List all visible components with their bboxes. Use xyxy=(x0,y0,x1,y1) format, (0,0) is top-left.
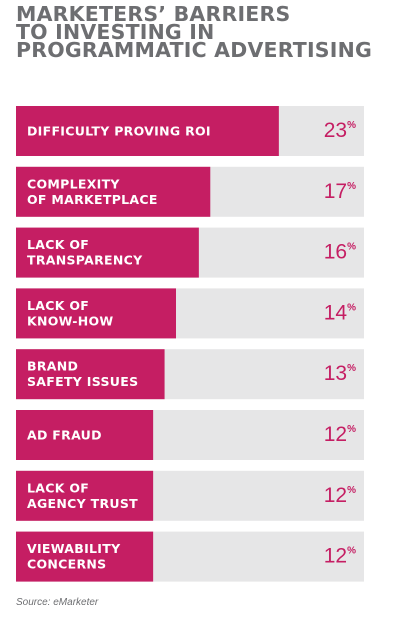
bar-value-percent: % xyxy=(347,546,356,557)
bar-value-number: 12 xyxy=(324,484,347,507)
bar-value-number: 13 xyxy=(324,362,347,385)
bar xyxy=(16,349,165,400)
bar-row: BRAND SAFETY ISSUES 13% xyxy=(16,349,364,400)
bar-value-percent: % xyxy=(347,242,356,253)
bar-label: DIFFICULTY PROVING ROI xyxy=(27,124,211,139)
bar xyxy=(16,470,154,521)
bar-label-line: COMPLEXITY xyxy=(27,176,120,191)
bar-label: BRAND SAFETY ISSUES xyxy=(27,359,138,390)
bar-label-line: LACK OF xyxy=(27,237,89,252)
bar-value-number: 12 xyxy=(324,545,347,568)
bar-label-line: LACK OF xyxy=(27,480,89,495)
bar xyxy=(16,106,279,156)
bar-label-line: VIEWABILITY xyxy=(27,541,121,556)
bar-label-line: KNOW-HOW xyxy=(27,313,113,328)
bar-value: 13% xyxy=(324,362,356,385)
bar-value-percent: % xyxy=(347,485,356,496)
title-line-3: PROGRAMMATIC ADVERTISING xyxy=(16,38,372,62)
bar-row: AD FRAUD 12% xyxy=(16,410,364,460)
source-note: Source: eMarketer xyxy=(16,597,99,608)
bar xyxy=(16,227,199,278)
bar-value: 17% xyxy=(324,180,356,203)
bar-label-line: BRAND xyxy=(27,359,78,374)
bar-label-line: OF MARKETPLACE xyxy=(27,192,158,207)
bar-value: 16% xyxy=(324,241,356,264)
bar-row: LACK OF KNOW-HOW 14% xyxy=(16,288,364,339)
bar-value-number: 14 xyxy=(324,301,348,324)
bar-value: 12% xyxy=(324,545,356,568)
title-line-1: MARKETERS’ BARRIERS xyxy=(16,2,291,26)
bar-value: 12% xyxy=(324,423,356,446)
bar-label: LACK OF TRANSPARENCY xyxy=(27,237,143,268)
bar-value-percent: % xyxy=(347,302,356,313)
bar-row: COMPLEXITY OF MARKETPLACE 17% xyxy=(16,166,364,217)
bar-value-number: 12 xyxy=(324,423,347,446)
bar-label-line: DIFFICULTY PROVING ROI xyxy=(27,124,211,139)
bar-value-number: 23 xyxy=(324,119,347,142)
bar xyxy=(16,410,154,460)
bar xyxy=(16,531,154,582)
bar-value-percent: % xyxy=(347,363,356,374)
bar-value: 23% xyxy=(324,119,356,142)
bar xyxy=(16,166,211,217)
bar-label: COMPLEXITY OF MARKETPLACE xyxy=(27,176,158,207)
bar-label: VIEWABILITY CONCERNS xyxy=(27,541,121,572)
bar-label-line: LACK OF xyxy=(27,298,89,313)
bar-value-number: 17 xyxy=(324,180,347,203)
bar-value: 14% xyxy=(324,301,356,324)
bar-label-line: AGENCY TRUST xyxy=(27,496,138,511)
bar-row: LACK OF TRANSPARENCY 16% xyxy=(16,227,364,278)
chart-title: MARKETERS’ BARRIERS TO INVESTING IN PROG… xyxy=(16,2,396,62)
bar-label-line: TRANSPARENCY xyxy=(27,253,143,268)
bar xyxy=(16,288,176,339)
bar-row: LACK OF AGENCY TRUST 12% xyxy=(16,470,364,521)
bar-label: LACK OF AGENCY TRUST xyxy=(27,480,138,511)
bar-label: AD FRAUD xyxy=(27,428,102,443)
bar-value-number: 16 xyxy=(324,241,347,264)
bar-value-percent: % xyxy=(347,424,356,435)
bar-row: VIEWABILITY CONCERNS 12% xyxy=(16,531,364,582)
bar-label-line: AD FRAUD xyxy=(27,428,102,443)
bar-label: LACK OF KNOW-HOW xyxy=(27,298,113,329)
bar-value-percent: % xyxy=(347,120,356,131)
title-line-2: TO INVESTING IN xyxy=(16,20,215,44)
bar-label-line: CONCERNS xyxy=(27,557,106,572)
bar-label-line: SAFETY ISSUES xyxy=(27,374,138,389)
bar-row: DIFFICULTY PROVING ROI 23% xyxy=(16,106,364,156)
bar-value-percent: % xyxy=(347,181,356,192)
bar-value: 12% xyxy=(324,484,356,507)
